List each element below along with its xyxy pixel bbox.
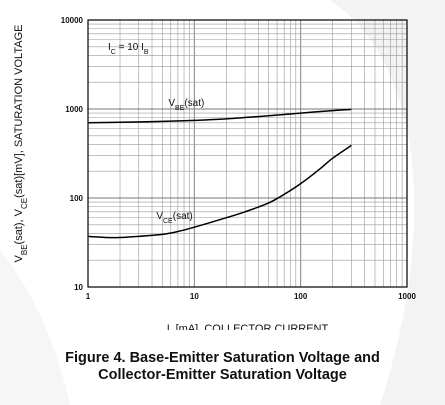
x-tick-label: 100 <box>294 292 308 301</box>
plot-frame <box>87 19 408 288</box>
series-line-vce-sat <box>87 144 352 239</box>
y-tick-label: 10000 <box>61 16 84 25</box>
condition-annotation: IC = 10 IB <box>108 42 149 56</box>
y-tick-label: 1000 <box>65 105 83 114</box>
series-labels: VBE(sat) VCE(sat) <box>156 98 204 225</box>
y-axis-title: VBE(sat), VCE(sat)[mV], SATURATION VOLTA… <box>13 25 29 263</box>
y-tick-label: 100 <box>70 194 84 203</box>
x-axis-title: IC[mA], COLLECTOR CURRENT <box>167 323 329 330</box>
series-label-vce-sat: VCE(sat) <box>156 211 192 225</box>
grid <box>88 20 407 287</box>
x-tick-label: 1 <box>86 292 91 301</box>
y-tick-label: 10 <box>74 283 83 292</box>
x-tick-label: 10 <box>190 292 199 301</box>
figure-caption-line-2: Collector-Emitter Saturation Voltage <box>98 367 347 383</box>
series-curves <box>87 108 352 239</box>
series-line-vbe-sat <box>87 108 352 124</box>
series-label-vbe-sat: VBE(sat) <box>168 98 204 112</box>
x-tick-label: 1000 <box>398 292 416 301</box>
figure-caption-line-1: Figure 4. Base-Emitter Saturation Voltag… <box>65 350 380 366</box>
